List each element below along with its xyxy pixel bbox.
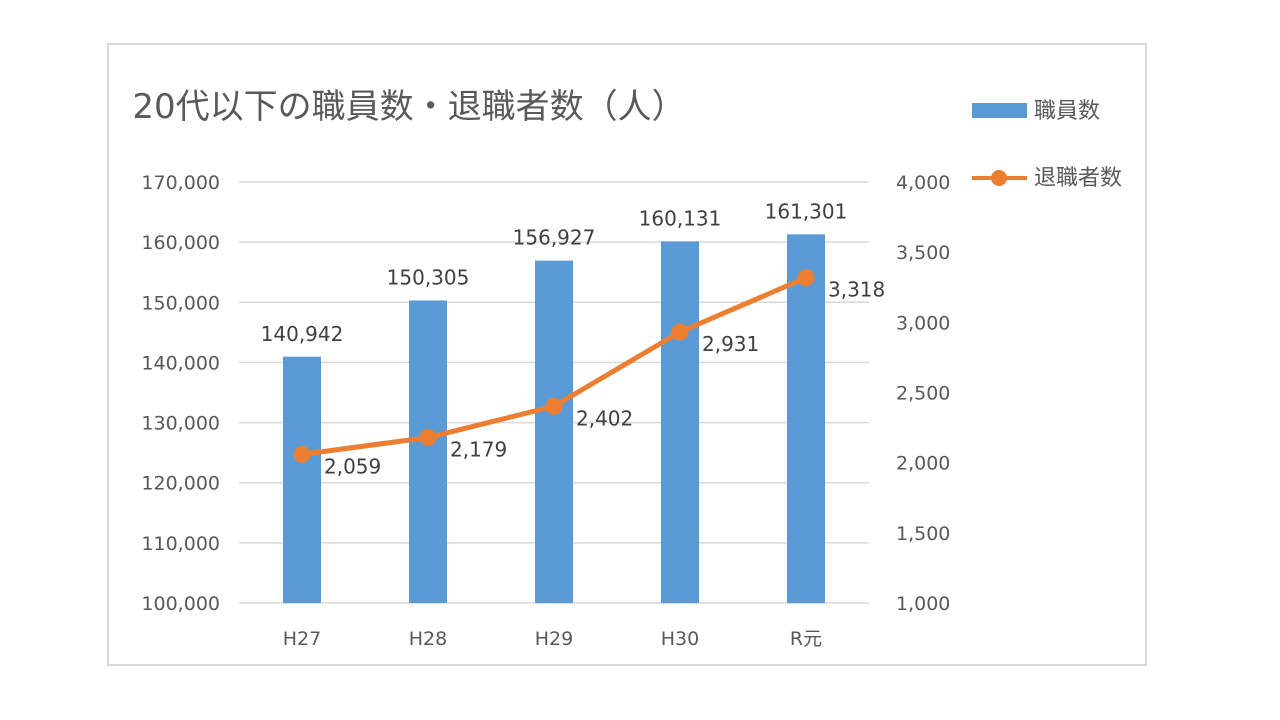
line-point xyxy=(419,429,437,447)
bar xyxy=(283,356,321,603)
x-axis-tick: H29 xyxy=(535,628,573,650)
line-data-label: 3,318 xyxy=(828,278,885,302)
line-point xyxy=(293,445,311,463)
line-point xyxy=(797,269,815,287)
x-axis-tick: R元 xyxy=(790,628,822,650)
bar xyxy=(661,241,699,603)
right-axis: 1,000 1,500 2,000 2,500 3,000 3,500 4,000 xyxy=(896,172,950,615)
legend-label-retirees: 退職者数 xyxy=(1034,166,1122,191)
bar-data-label: 156,927 xyxy=(513,226,596,250)
bar xyxy=(787,234,825,603)
left-axis: 100,000 110,000 120,000 130,000 140,000 150,0… xyxy=(141,172,220,615)
x-axis-tick: H30 xyxy=(661,628,699,650)
right-axis-tick: 1,500 xyxy=(896,523,950,545)
legend-label-staff: 職員数 xyxy=(1034,99,1100,124)
chart-canvas: 140,942 150,305 156,927 160,131 161,301 2,059… xyxy=(132,87,1122,650)
right-axis-tick: 1,000 xyxy=(896,593,950,615)
line-series xyxy=(293,269,815,463)
x-axis: H27 H28 H29 H30 R元 xyxy=(283,628,822,650)
left-axis-tick: 110,000 xyxy=(141,533,220,555)
right-axis-tick: 2,500 xyxy=(896,383,950,405)
line-point xyxy=(671,323,689,341)
bar-series xyxy=(283,234,825,603)
line-data-label: 2,179 xyxy=(450,438,507,462)
left-axis-tick: 140,000 xyxy=(141,352,220,374)
data-labels: 140,942 150,305 156,927 160,131 161,301 2,059… xyxy=(261,199,886,478)
line-point xyxy=(545,397,563,415)
bar-data-label: 140,942 xyxy=(261,322,344,346)
x-axis-tick: H27 xyxy=(283,628,321,650)
bar xyxy=(409,300,447,603)
right-axis-tick: 3,500 xyxy=(896,242,950,264)
line-data-label: 2,931 xyxy=(702,332,759,356)
x-axis-tick: H28 xyxy=(409,628,447,650)
left-axis-tick: 170,000 xyxy=(141,172,220,194)
chart-frame: 140,942 150,305 156,927 160,131 161,301 2,059… xyxy=(107,43,1147,666)
right-axis-tick: 4,000 xyxy=(896,172,950,194)
bar-data-label: 150,305 xyxy=(387,265,470,289)
right-axis-tick: 3,000 xyxy=(896,312,950,334)
legend: 職員数 退職者数 xyxy=(972,99,1122,191)
bar-data-label: 160,131 xyxy=(639,206,722,230)
line-data-label: 2,059 xyxy=(324,454,381,478)
bar-data-label: 161,301 xyxy=(765,199,848,223)
bar xyxy=(535,260,573,603)
legend-marker-retirees xyxy=(991,170,1007,186)
left-axis-tick: 100,000 xyxy=(141,593,220,615)
right-axis-tick: 2,000 xyxy=(896,453,950,475)
left-axis-tick: 150,000 xyxy=(141,292,220,314)
left-axis-tick: 120,000 xyxy=(141,473,220,495)
left-axis-tick: 130,000 xyxy=(141,413,220,435)
line-data-label: 2,402 xyxy=(576,406,633,430)
legend-swatch-staff xyxy=(972,103,1027,118)
left-axis-tick: 160,000 xyxy=(141,232,220,254)
chart-title: 20代以下の職員数・退職者数（人） xyxy=(132,87,685,127)
